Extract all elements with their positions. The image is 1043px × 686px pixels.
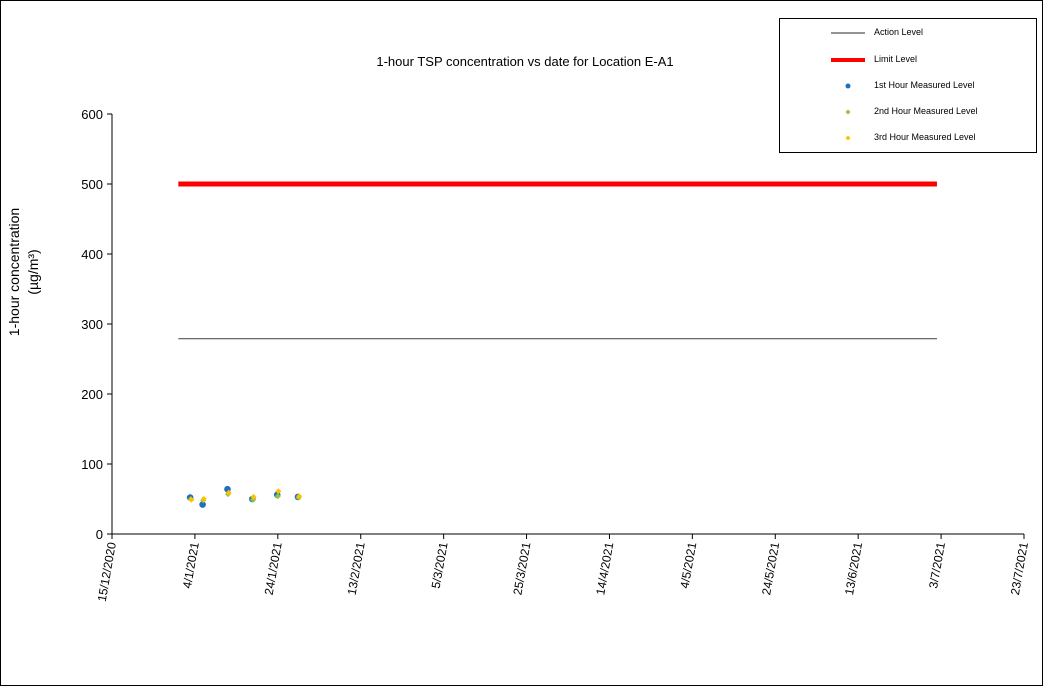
y-tick-label: 0 [96, 527, 103, 542]
x-tick-label: 24/5/2021 [759, 541, 782, 596]
legend-symbol [831, 58, 865, 62]
x-tick-label: 15/12/2020 [95, 541, 119, 603]
legend-item: 2nd Hour Measured Level [780, 105, 1036, 119]
legend-item: Action Level [780, 26, 1036, 40]
series3-point [296, 493, 303, 500]
y-axis-label-line1: 1-hour concentration [6, 208, 22, 336]
x-tick-label: 24/1/2021 [262, 541, 285, 596]
reference-lines [178, 181, 937, 340]
series1-point [199, 501, 206, 508]
legend-item: 1st Hour Measured Level [780, 79, 1036, 93]
legend-label: Limit Level [874, 54, 918, 64]
x-tick-label: 13/6/2021 [842, 541, 865, 596]
x-tick-label: 4/1/2021 [180, 541, 202, 590]
legend-item: Limit Level [780, 53, 1036, 67]
data-points [186, 485, 303, 508]
legend-symbol [845, 83, 851, 89]
y-tick-label: 500 [81, 177, 103, 192]
legend: Action Level Limit Level 1st Hour Measured… [779, 18, 1037, 153]
series3-point [275, 488, 282, 495]
series3-point [250, 493, 257, 500]
x-tick-label: 23/7/2021 [1008, 541, 1031, 596]
series3-point [225, 489, 232, 496]
legend-symbol [845, 135, 851, 141]
x-tick-label: 5/3/2021 [429, 541, 451, 590]
y-tick-label: 400 [81, 247, 103, 262]
legend-symbol [831, 32, 865, 34]
legend-symbol [845, 109, 851, 115]
x-tick-label: 14/4/2021 [593, 541, 616, 596]
chart-title: 1-hour TSP concentration vs date for Loc… [376, 54, 673, 69]
x-tick-label: 3/7/2021 [926, 541, 948, 590]
x-tick-label: 13/2/2021 [345, 541, 368, 596]
axes: 0 100 200 300 400 500 600 15/12/2020 4/1/2021 24/… [81, 107, 1031, 603]
series2-point [274, 493, 281, 500]
y-axis-label-line2: (µg/m³) [25, 249, 41, 294]
legend-item: 3rd Hour Measured Level [780, 131, 1036, 145]
y-tick-label: 300 [81, 317, 103, 332]
y-tick-label: 600 [81, 107, 103, 122]
x-tick-label: 25/3/2021 [510, 541, 533, 596]
legend-label: 3rd Hour Measured Level [874, 132, 976, 142]
y-tick-label: 100 [81, 457, 103, 472]
y-tick-label: 200 [81, 387, 103, 402]
series3-point [188, 496, 195, 503]
x-tick-label: 4/5/2021 [677, 541, 699, 590]
legend-label: 1st Hour Measured Level [874, 80, 975, 90]
legend-label: 2nd Hour Measured Level [874, 106, 978, 116]
series3-point [200, 496, 207, 502]
legend-label: Action Level [874, 27, 924, 37]
